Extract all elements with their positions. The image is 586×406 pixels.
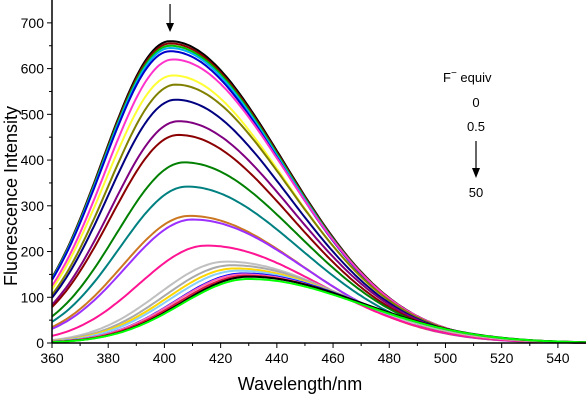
- fluoride-symbol: F: [443, 70, 451, 85]
- fluoride-equiv-label: F− equiv: [443, 68, 492, 85]
- x-tick-label: 360: [40, 350, 64, 366]
- x-tick-label: 480: [378, 350, 402, 366]
- series-line: [51, 50, 586, 344]
- x-tick-label: 400: [153, 350, 177, 366]
- y-tick-label: 0: [36, 335, 44, 351]
- series-line: [51, 260, 586, 344]
- equiv-value-second: 0.5: [467, 119, 485, 134]
- series-line: [51, 267, 586, 344]
- equiv-word: equiv: [457, 70, 492, 85]
- series-line: [51, 244, 586, 344]
- y-tick-label: 700: [21, 15, 45, 31]
- y-tick-label: 300: [21, 198, 45, 214]
- y-tick-label: 400: [21, 152, 45, 168]
- series-line: [51, 278, 586, 344]
- peak-arrow: [166, 4, 175, 32]
- axes: [51, 0, 586, 344]
- series-line: [51, 83, 586, 344]
- y-axis-title: Fluorescence Intensity: [1, 106, 21, 286]
- equiv-arrow-head: [472, 168, 480, 178]
- y-tick-label: 200: [21, 244, 45, 260]
- spectrum-curves: [51, 40, 586, 344]
- x-axis-title: Wavelength/nm: [238, 374, 362, 394]
- y-tick-label: 500: [21, 106, 45, 122]
- x-tick-label: 420: [209, 350, 233, 366]
- peak-arrow-head: [166, 23, 175, 32]
- x-tick-label: 520: [490, 350, 514, 366]
- y-tick-label: 600: [21, 61, 45, 77]
- y-tick-label: 100: [21, 289, 45, 305]
- equiv-value-end: 50: [469, 185, 483, 200]
- tick-group: 360 380 400 420 440 460 480 500 520 5400100200300…: [21, 15, 570, 366]
- x-tick-label: 500: [434, 350, 458, 366]
- x-tick-label: 380: [97, 350, 121, 366]
- series-line: [51, 269, 586, 344]
- titration-annotation: F− equiv 0 0.5 50: [443, 68, 492, 200]
- x-tick-label: 440: [265, 350, 289, 366]
- series-line: [51, 161, 586, 344]
- fluoride-charge: −: [451, 68, 457, 79]
- x-tick-label: 540: [546, 350, 570, 366]
- series-line: [51, 58, 586, 344]
- x-tick-label: 460: [321, 350, 345, 366]
- equiv-value-start: 0: [472, 95, 479, 110]
